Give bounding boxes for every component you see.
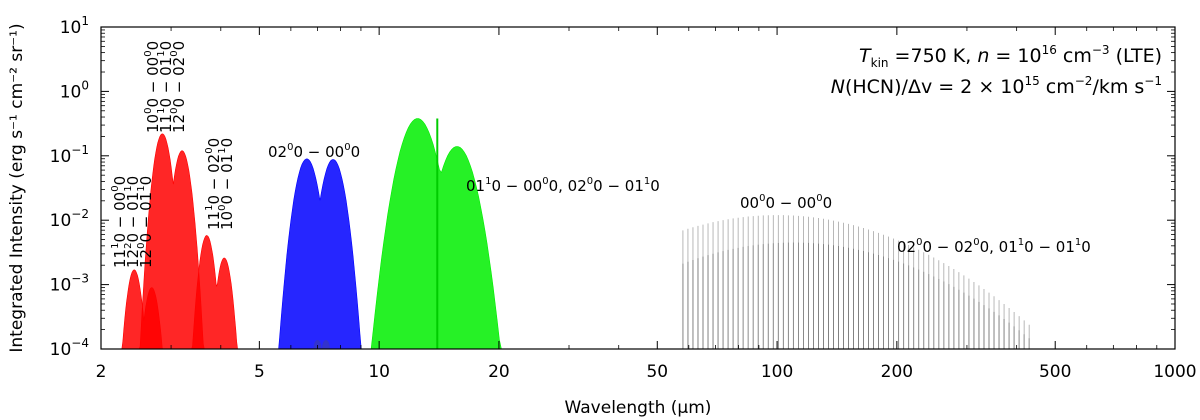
conditions-line-2: N(HCN)/Δv = 2 × 1015 cm−2/km s−1 [831, 74, 1162, 98]
band-label-line: 1200 − 0200 [169, 41, 188, 133]
band-label-blue: 0200 − 0000 [268, 142, 360, 161]
band-label-line: 0110 − 0000, 0200 − 0110 [466, 176, 660, 195]
y-tick-label: 101 [60, 14, 89, 38]
blue-hot-band [313, 340, 322, 349]
band-label-line: 0200 − 0000 [268, 142, 360, 161]
band-label-line: 1110 − 0000 [110, 176, 129, 268]
x-tick-label: 10 [368, 362, 390, 382]
conditions-line-1: Tkin =750 K, n = 1016 cm−3 (LTE) [859, 43, 1162, 70]
plot-frame [100, 26, 1176, 350]
band-label-line: 1000 − 0000 [143, 41, 162, 133]
blue-hot-band [321, 340, 330, 349]
band-label-line: 0200 − 0200, 0110 − 0110 [897, 237, 1091, 256]
y-axis-title: Integrated Intensity (erg s⁻¹ cm⁻² sr⁻¹) [7, 23, 27, 352]
x-tick-label: 20 [488, 362, 510, 382]
band-blue-7um [257, 158, 382, 349]
band-label-green: 0110 − 0000, 0200 − 0110 [466, 176, 660, 195]
x-tick-label: 2 [96, 362, 107, 382]
x-tick-label: 500 [1039, 362, 1071, 382]
y-tick-label: 10−4 [50, 336, 89, 360]
x-tick-label: 50 [646, 362, 668, 382]
x-tick-label: 5 [254, 362, 265, 382]
y-tick-label: 100 [60, 78, 89, 102]
band-label-line: 1220 − 0110 [123, 176, 142, 268]
band-label-line: 1110 − 0110 [156, 41, 175, 133]
band-label-line: 1110 − 0200 [204, 138, 223, 230]
x-tick-label: 1000 [1153, 362, 1196, 382]
x-tick-label: 200 [881, 362, 913, 382]
band-label-line: 0000 − 0000 [740, 193, 832, 212]
y-tick-label: 10−2 [50, 207, 89, 231]
y-tick-label: 10−1 [50, 143, 89, 167]
band-label-rot1: 0000 − 0000 [740, 193, 832, 212]
y-tick-label: 10−3 [50, 272, 89, 296]
band-label-line: 1200 − 0110 [136, 176, 155, 268]
x-axis-title: Wavelength (μm) [565, 398, 712, 418]
band-label-rot2: 0200 − 0200, 0110 − 0110 [897, 237, 1091, 256]
band-label-line: 1000 − 0110 [217, 138, 236, 230]
x-tick-label: 100 [761, 362, 793, 382]
band-red-3p9um [174, 235, 257, 349]
